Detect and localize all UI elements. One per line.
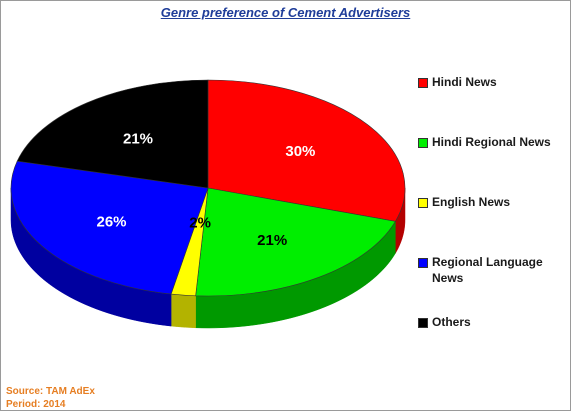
source-note: Source: TAM AdEx Period: 2014: [6, 385, 95, 411]
legend-label: Hindi News: [432, 74, 568, 90]
pie-side-english-news: [171, 294, 196, 328]
data-label-hindi-news: 30%: [285, 143, 315, 160]
legend-label: Hindi Regional News: [432, 134, 568, 150]
data-label-regional-language-news: 26%: [96, 214, 126, 231]
data-label-hindi-regional-news: 21%: [257, 232, 287, 249]
legend-label: Others: [432, 314, 568, 330]
data-label-english-news: 2%: [189, 214, 211, 231]
legend-swatch: [418, 78, 428, 88]
legend-swatch: [418, 258, 428, 268]
legend-swatch: [418, 198, 428, 208]
pie-slices: [11, 80, 405, 296]
period-line: Period: 2014: [6, 398, 95, 411]
legend-swatch: [418, 318, 428, 328]
legend-label: Regional Language News: [432, 254, 568, 286]
data-label-others: 21%: [123, 131, 153, 148]
legend-label: English News: [432, 194, 568, 210]
source-line: Source: TAM AdEx: [6, 385, 95, 398]
legend-swatch: [418, 138, 428, 148]
